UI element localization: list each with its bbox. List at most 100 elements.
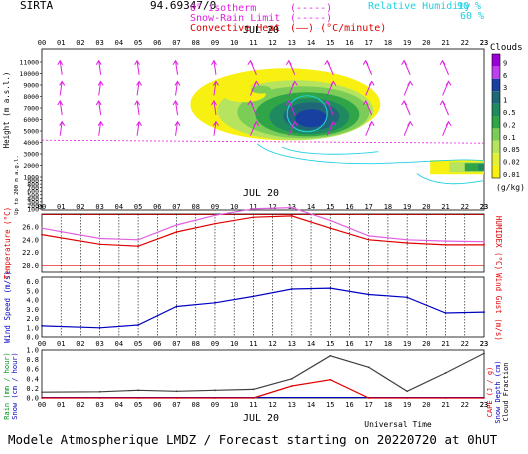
wind-arrow-head xyxy=(291,120,298,126)
date-label: JUL 20 xyxy=(243,413,279,424)
footer-title: Modele Atmospherique LMDZ / Forecast sta… xyxy=(8,432,498,447)
wind-arrow-head xyxy=(95,100,102,106)
legend-sample: (-----) xyxy=(290,13,332,24)
x-tick-label: 05 xyxy=(134,340,142,348)
temperature-series-point xyxy=(367,235,370,237)
wind-arrow-head xyxy=(439,100,446,106)
x-tick-label: 13 xyxy=(288,340,296,348)
x-tick-label: 08 xyxy=(192,401,200,409)
x-tick-label: 08 xyxy=(192,203,200,211)
wind-arrow-head xyxy=(97,80,104,86)
legend-sample: (——) (°C/minute) xyxy=(290,23,386,34)
x-tick-label: 04 xyxy=(115,340,123,348)
temperature-series-point xyxy=(137,245,139,248)
x-tick-label: 06 xyxy=(153,39,161,47)
y-tick-label: 0.8 xyxy=(26,356,39,364)
precip-series-point xyxy=(483,397,485,399)
precip-series-point xyxy=(98,390,101,393)
y-axis-label: Wind Speed (m/s) xyxy=(3,271,12,343)
precip-series-point xyxy=(214,397,216,399)
x-tick-label: 10 xyxy=(230,39,238,47)
x-tick-label: 16 xyxy=(345,39,353,47)
y-axis-label: Rain (mm / hour) xyxy=(3,352,11,419)
x-tick-label: 23 xyxy=(480,39,488,47)
colorbar-swatch xyxy=(492,54,500,67)
wind-series-point xyxy=(214,301,216,304)
temperature-series-point xyxy=(329,227,332,230)
x-tick-label: 14 xyxy=(307,401,315,409)
temperature-series-point xyxy=(98,237,101,240)
x-tick-label: 02 xyxy=(76,203,84,211)
wind-arrow-head xyxy=(330,120,337,126)
y-tick-label: 22.0 xyxy=(22,249,39,257)
x-tick-label: 20 xyxy=(422,340,430,348)
x-tick-label: 15 xyxy=(326,203,334,211)
x-tick-label: 05 xyxy=(134,39,142,47)
temperature-series-point xyxy=(290,215,293,217)
x-tick-label: 11 xyxy=(249,203,257,211)
temperature-series-point xyxy=(329,219,332,222)
colorbar-level: 1 xyxy=(503,97,507,105)
colorbar-swatch xyxy=(492,116,500,129)
wind-series-point xyxy=(41,325,43,327)
rh-value-60: 60 % xyxy=(460,11,484,22)
rh-contour-60 xyxy=(256,143,485,165)
y-tick-label: 500 xyxy=(27,191,39,199)
x-tick-label: 03 xyxy=(95,39,103,47)
x-tick-label: 12 xyxy=(268,340,276,348)
wind-arrow-head xyxy=(285,59,292,66)
x-tick-label: 02 xyxy=(76,401,84,409)
y-tick-label: 6000 xyxy=(23,116,39,124)
x-tick-label: 23 xyxy=(480,340,488,348)
y-tick-label: 100 xyxy=(27,206,39,214)
wind-series-point xyxy=(98,326,101,329)
wind-arrow xyxy=(98,60,102,75)
wind-series-point xyxy=(290,288,293,290)
wind-arrow-head xyxy=(407,120,414,126)
hour-tick-row: 01 02 03 04 05 06 07 08 09 10 11 12 13 14 15 16 17 18 19 20… xyxy=(38,401,488,409)
x-tick-label: 12 xyxy=(268,39,276,47)
x-tick-label: 09 xyxy=(211,401,219,409)
x-tick-label: 22 xyxy=(461,340,469,348)
wind-arrow-head xyxy=(439,59,446,66)
temperature-series-point xyxy=(175,224,178,226)
wind-arrow xyxy=(59,81,63,96)
x-tick-label: 09 xyxy=(211,203,219,211)
y-tick-label: 1.0 xyxy=(26,347,39,355)
temperature-series xyxy=(41,206,485,243)
y-tick-label: 7000 xyxy=(23,105,39,113)
precip-series-point xyxy=(406,390,409,393)
temperature-series-point xyxy=(137,238,139,241)
colorbar-swatch xyxy=(492,91,500,104)
precip-series-point xyxy=(137,397,139,399)
precip-series-point xyxy=(41,397,43,399)
colorbar-unit: (g/kg) xyxy=(496,183,525,192)
wind-arrow xyxy=(59,60,63,75)
x-tick-label: 08 xyxy=(192,340,200,348)
wind-arrow xyxy=(59,121,63,136)
wind-arrow-head xyxy=(134,100,141,106)
y-tick-label: 4000 xyxy=(23,139,39,147)
legend-label: 0° isotherm xyxy=(190,3,256,14)
x-tick-label: 10 xyxy=(230,340,238,348)
x-tick-label: 06 xyxy=(153,401,161,409)
low-cloud xyxy=(478,164,484,171)
wind-series-point xyxy=(367,293,370,296)
x-tick-label: 15 xyxy=(326,401,334,409)
x-tick-label: 23 xyxy=(480,401,488,409)
wind-arrow-head xyxy=(445,80,452,86)
x-tick-label: 01 xyxy=(57,401,65,409)
precip-series xyxy=(42,379,484,399)
temperature-series xyxy=(41,215,484,247)
y-tick-label: 200 xyxy=(27,202,39,210)
wind-arrow-head xyxy=(57,100,64,106)
x-tick-label: 10 xyxy=(230,401,238,409)
x-tick-label: 00 xyxy=(38,340,46,348)
x-tick-label: 01 xyxy=(57,203,65,211)
y-tick-label: 11000 xyxy=(19,59,39,67)
wind-arrow-head xyxy=(247,59,254,66)
x-tick-label: 22 xyxy=(461,401,469,409)
y-tick-label: 2.0 xyxy=(26,315,39,323)
wind-arrow-head xyxy=(97,120,104,126)
y-tick-label: 300 xyxy=(27,198,39,206)
